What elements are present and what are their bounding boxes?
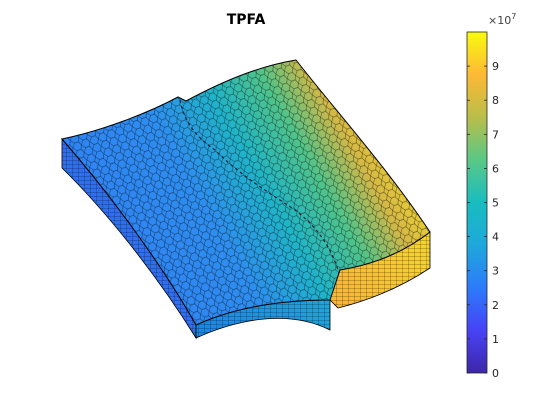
colorbar-tick-label: 2 [492, 299, 499, 312]
colorbar-tick-label: 0 [492, 367, 499, 380]
colorbar-exponent: ×107 [488, 12, 516, 27]
colorbar-tick-label: 5 [492, 197, 499, 210]
reservoir-grid [61, 59, 431, 340]
colorbar-tick-label: 4 [492, 231, 499, 244]
colorbar-tick-label: 8 [492, 94, 499, 107]
colorbar-tick-label: 3 [492, 265, 499, 278]
colorbar-exponent-base: ×10 [488, 14, 511, 27]
colorbar-tick-label: 6 [492, 162, 499, 175]
colorbar-tick-label: 7 [492, 128, 499, 141]
colorbar-exponent-power: 7 [511, 12, 516, 21]
colorbar-tick-label: 9 [492, 60, 499, 73]
chart-title: TPFA [227, 12, 266, 28]
fault-line [179, 99, 339, 271]
colorbar-tick-label: 1 [492, 333, 499, 346]
